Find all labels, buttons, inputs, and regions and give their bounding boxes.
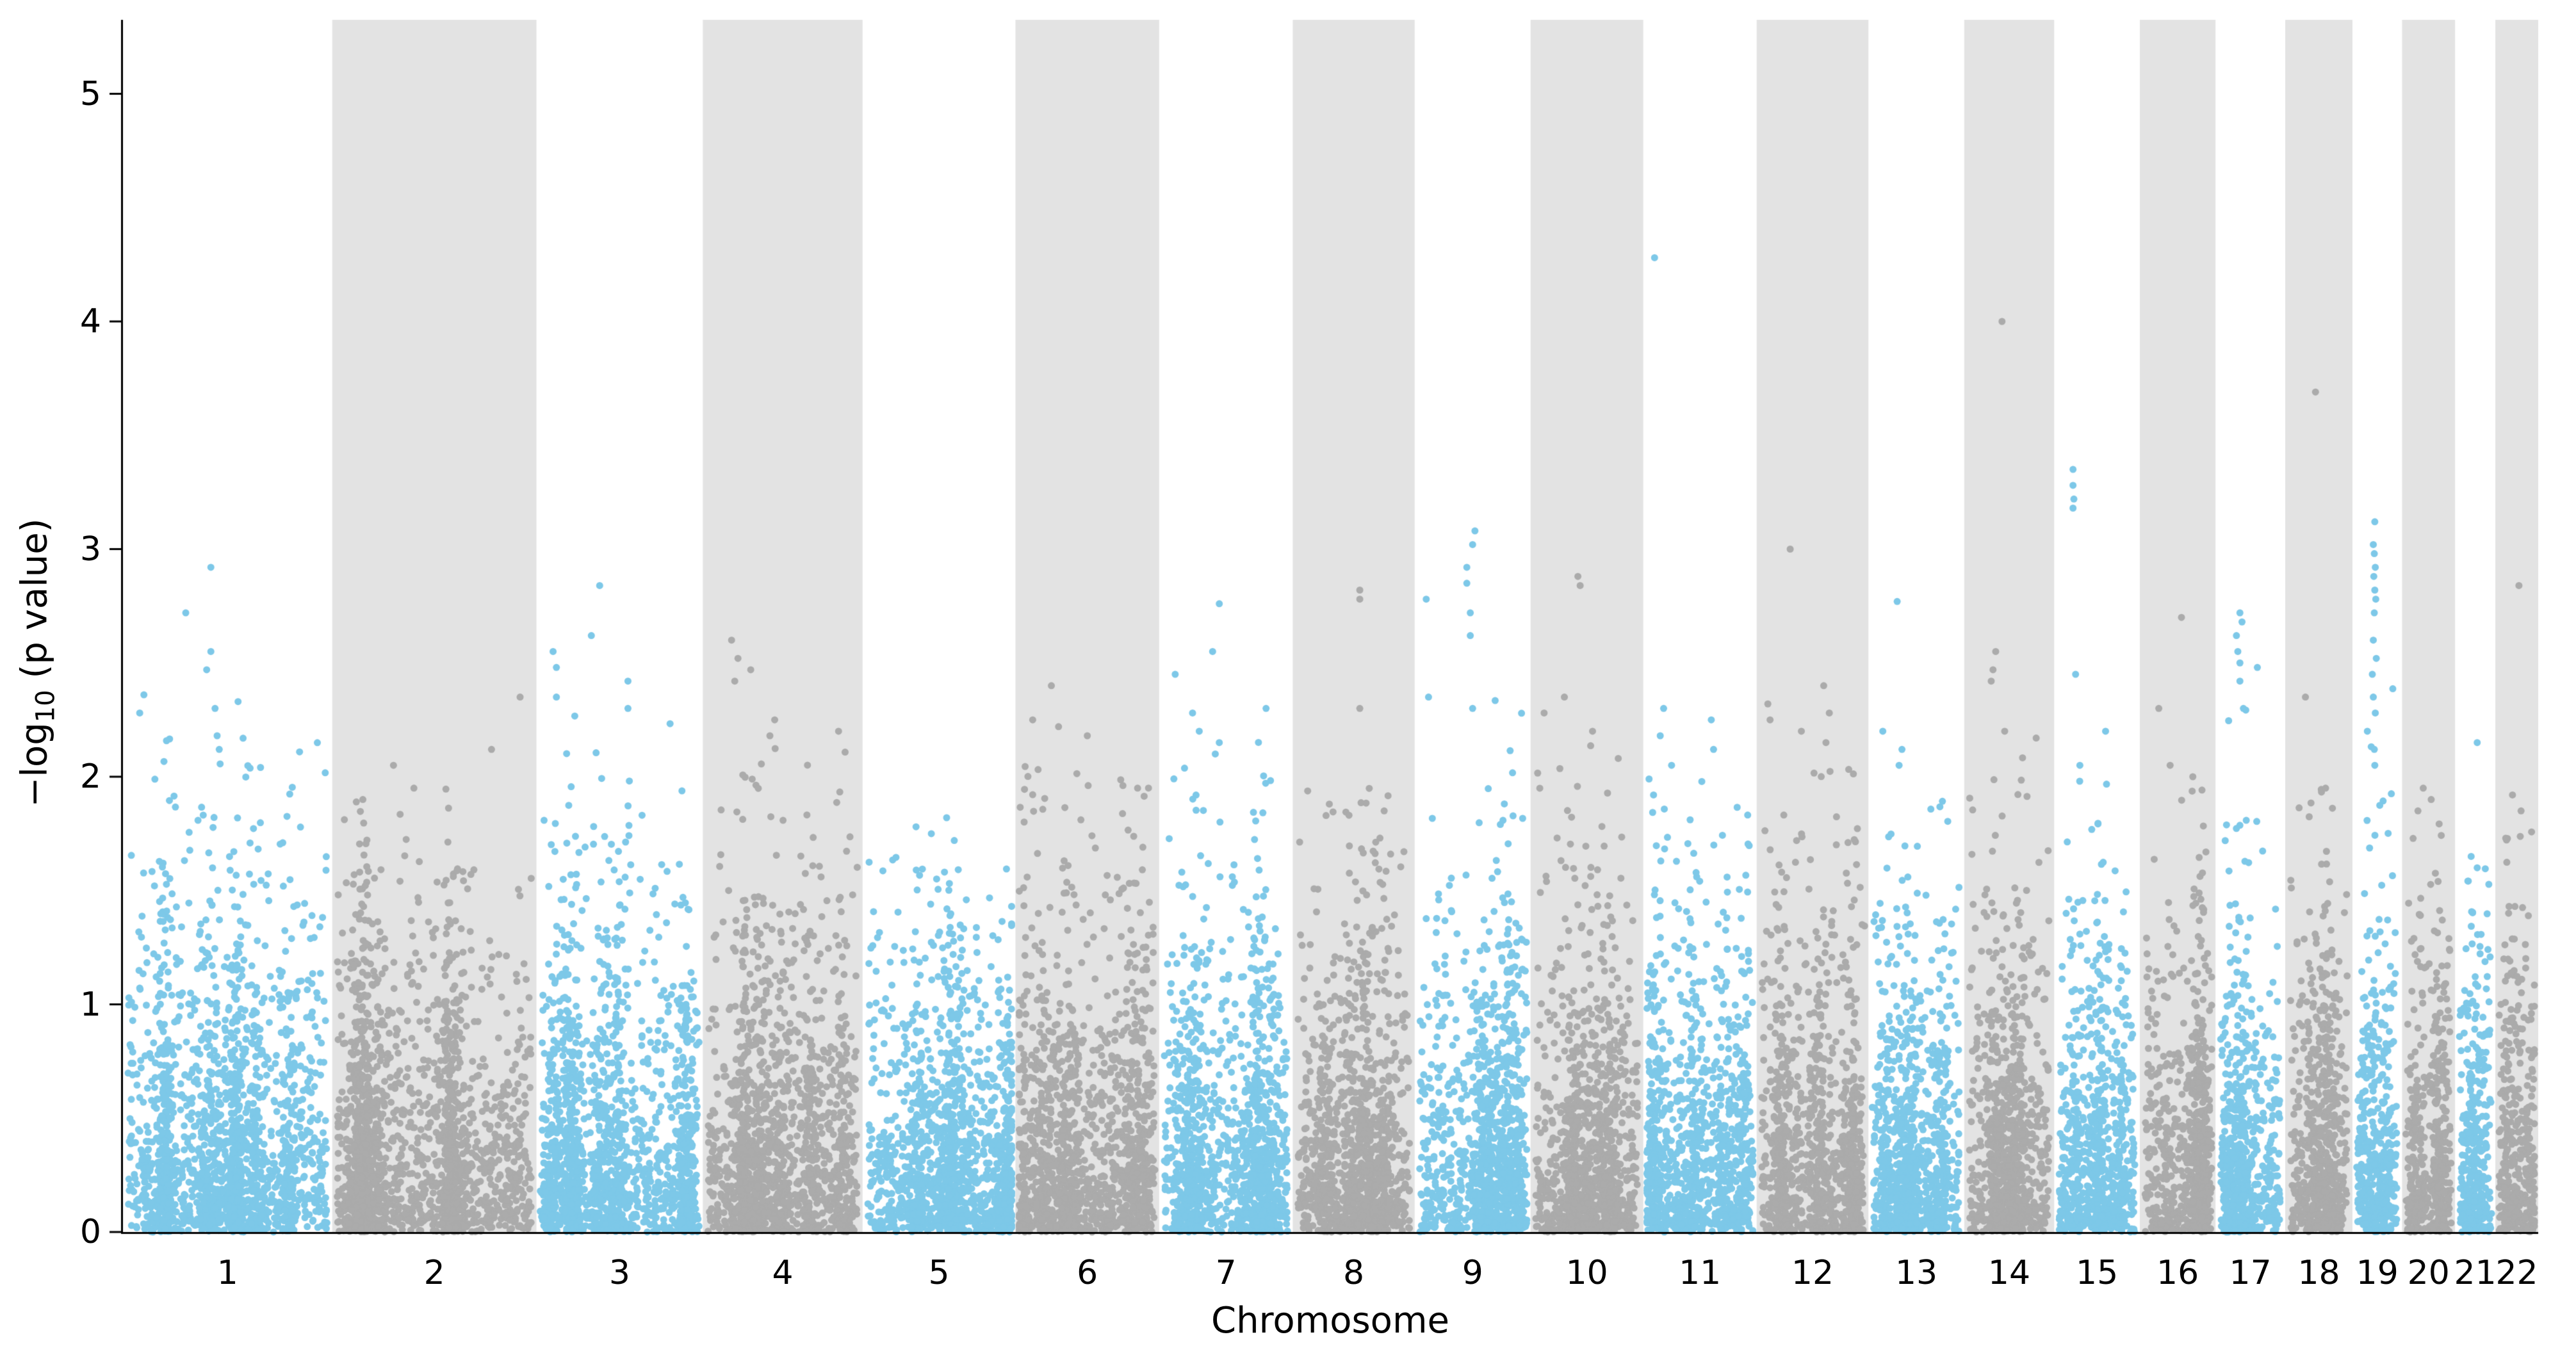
x-tick-label: 17	[2229, 1254, 2272, 1292]
y-tick-label: 4	[79, 302, 101, 341]
x-tick-label: 4	[772, 1254, 794, 1292]
x-tick-label: 8	[1343, 1254, 1365, 1292]
x-tick-label: 9	[1462, 1254, 1483, 1292]
x-tick-label: 16	[2156, 1254, 2199, 1292]
x-tick-label: 21	[2454, 1254, 2497, 1292]
y-tick-label: 5	[79, 74, 101, 113]
x-tick-label: 10	[1565, 1254, 1608, 1292]
y-axis-label: −log10 (p value)	[13, 518, 60, 807]
x-tick-label: 15	[2076, 1254, 2119, 1292]
y-axis-label-subscript: 10	[31, 690, 61, 723]
x-tick-label: 3	[608, 1254, 630, 1292]
x-tick-label: 2	[423, 1254, 445, 1292]
x-tick-label: 22	[2495, 1254, 2538, 1292]
y-axis-label-suffix: (p value)	[13, 518, 56, 690]
x-tick-label: 6	[1077, 1254, 1098, 1292]
x-tick-label: 12	[1791, 1254, 1834, 1292]
y-tick-label: 2	[79, 758, 101, 796]
x-tick-label: 20	[2407, 1254, 2450, 1292]
x-tick-label: 1	[216, 1254, 238, 1292]
y-tick-label: 0	[79, 1213, 101, 1251]
x-tick-label: 13	[1895, 1254, 1938, 1292]
x-tick-label: 19	[2356, 1254, 2399, 1292]
x-tick-label: 7	[1215, 1254, 1237, 1292]
y-tick-label: 3	[79, 530, 101, 569]
x-tick-label: 5	[928, 1254, 950, 1292]
y-axis-label-prefix: −log	[13, 722, 56, 807]
y-tick-label: 1	[79, 985, 101, 1024]
x-tick-label: 14	[1987, 1254, 2031, 1292]
x-axis-label: Chromosome	[1211, 1300, 1449, 1342]
x-tick-label: 11	[1679, 1254, 1722, 1292]
x-tick-label: 18	[2297, 1254, 2340, 1292]
